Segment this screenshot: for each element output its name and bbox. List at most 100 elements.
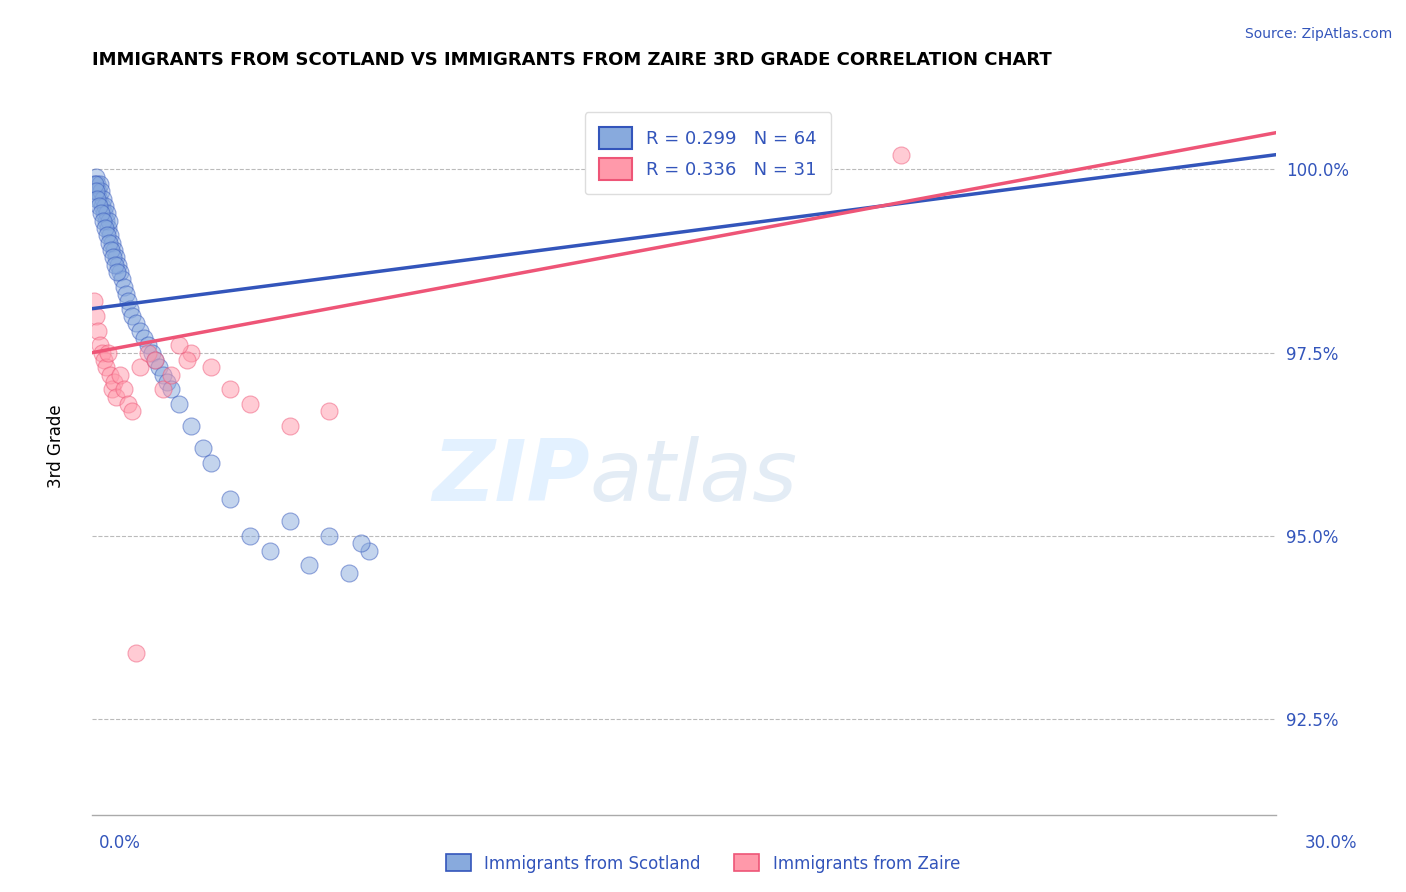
Point [278, 514, 301, 528]
Point [200, 456, 222, 470]
Point [94, 360, 117, 375]
Point [97, 221, 120, 235]
Point [117, 294, 139, 309]
Point [259, 543, 281, 558]
Point [160, 382, 183, 396]
Point [167, 338, 190, 352]
Point [318, 404, 340, 418]
Point [136, 338, 159, 352]
Point [125, 316, 148, 330]
Point [107, 258, 129, 272]
Point [93, 353, 115, 368]
Point [152, 368, 174, 382]
Point [97, 213, 120, 227]
Point [86, 177, 108, 191]
Point [128, 324, 150, 338]
Point [90, 184, 112, 198]
Point [84, 184, 107, 198]
Point [96, 228, 118, 243]
Point [89, 192, 111, 206]
Text: 0.0%: 0.0% [98, 834, 141, 852]
Point [91, 345, 114, 359]
Point [100, 243, 122, 257]
Text: 3rd Grade: 3rd Grade [48, 404, 65, 488]
Point [91, 199, 114, 213]
Point [89, 177, 111, 191]
Point [94, 213, 117, 227]
Point [97, 345, 120, 359]
Point [91, 213, 114, 227]
Point [108, 265, 131, 279]
Point [86, 192, 108, 206]
Point [103, 375, 125, 389]
Point [93, 206, 115, 220]
Point [105, 250, 128, 264]
Point [145, 353, 167, 368]
Point [96, 206, 118, 220]
Point [112, 279, 135, 293]
Point [121, 309, 143, 323]
Point [83, 177, 105, 191]
Point [191, 441, 214, 455]
Point [121, 404, 143, 418]
Point [350, 536, 373, 550]
Point [101, 382, 124, 396]
Point [180, 345, 202, 359]
Point [98, 235, 121, 250]
Point [87, 324, 110, 338]
Point [156, 375, 179, 389]
Point [337, 566, 360, 580]
Point [84, 184, 107, 198]
Point [103, 250, 125, 264]
Point [128, 360, 150, 375]
Text: ZIP: ZIP [432, 436, 589, 519]
Point [278, 419, 301, 434]
Point [94, 199, 117, 213]
Point [83, 177, 105, 191]
Point [93, 192, 115, 206]
Point [90, 206, 112, 220]
Text: Source: ZipAtlas.com: Source: ZipAtlas.com [1244, 27, 1392, 41]
Point [108, 368, 131, 382]
Point [98, 228, 121, 243]
Point [136, 345, 159, 359]
Point [84, 309, 107, 323]
Text: IMMIGRANTS FROM SCOTLAND VS IMMIGRANTS FROM ZAIRE 3RD GRADE CORRELATION CHART: IMMIGRANTS FROM SCOTLAND VS IMMIGRANTS F… [93, 51, 1052, 69]
Point [167, 397, 190, 411]
Point [239, 397, 262, 411]
Point [84, 169, 107, 184]
Point [180, 419, 202, 434]
Point [117, 397, 139, 411]
Point [112, 382, 135, 396]
Point [89, 338, 111, 352]
Point [318, 529, 340, 543]
Point [94, 221, 117, 235]
Point [111, 272, 134, 286]
Legend: R = 0.299   N = 64, R = 0.336   N = 31: R = 0.299 N = 64, R = 0.336 N = 31 [585, 112, 831, 194]
Text: atlas: atlas [589, 436, 797, 519]
Point [87, 199, 110, 213]
Point [298, 558, 321, 573]
Point [98, 368, 121, 382]
Point [132, 331, 155, 345]
Point [152, 382, 174, 396]
Legend: Immigrants from Scotland, Immigrants from Zaire: Immigrants from Scotland, Immigrants fro… [440, 847, 966, 880]
Point [148, 360, 170, 375]
Point [145, 353, 167, 368]
Point [125, 646, 148, 660]
Point [83, 294, 105, 309]
Point [101, 235, 124, 250]
Point [219, 492, 242, 507]
Point [141, 345, 163, 359]
Point [104, 258, 127, 272]
Point [200, 360, 222, 375]
Point [118, 301, 141, 316]
Point [105, 265, 128, 279]
Point [160, 368, 183, 382]
Point [176, 353, 198, 368]
Point [357, 543, 380, 558]
Point [890, 147, 912, 161]
Point [219, 382, 242, 396]
Point [115, 287, 138, 301]
Point [87, 184, 110, 198]
